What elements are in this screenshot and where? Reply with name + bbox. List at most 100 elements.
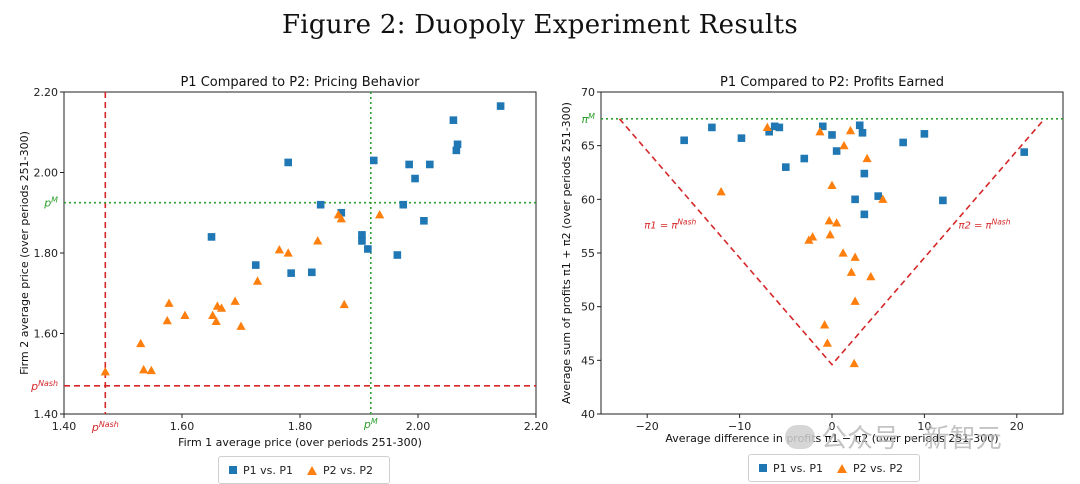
pricing-x-ticks: 1.40 1.60 1.80 2.00 2.20 bbox=[52, 414, 549, 433]
p2-triangle-marker bbox=[878, 194, 888, 203]
p2-triangle-marker bbox=[274, 244, 284, 254]
y-tick-label: 2.00 bbox=[34, 167, 59, 180]
p1-square-marker bbox=[287, 269, 295, 277]
p1-square-marker bbox=[453, 140, 462, 149]
p2-triangle-marker bbox=[862, 153, 872, 163]
p1-square-marker bbox=[855, 121, 864, 130]
profits-series-p2 bbox=[716, 122, 888, 368]
y-tick-label: 45 bbox=[581, 354, 595, 367]
x-tick-label: 2.20 bbox=[524, 420, 549, 433]
p1-square-marker bbox=[775, 123, 784, 132]
p2-triangle-marker bbox=[136, 338, 146, 348]
p2-triangle-marker bbox=[230, 296, 240, 305]
profits-y-axis-label: Average sum of profits π1 + π2 (over per… bbox=[560, 102, 573, 404]
pricing-x-axis-label: Firm 1 average price (over periods 251-3… bbox=[178, 436, 422, 449]
p1-square-marker bbox=[411, 174, 419, 183]
p2-triangle-marker bbox=[838, 248, 848, 257]
x-tick-label: 1.80 bbox=[288, 420, 313, 433]
p1-square-marker bbox=[899, 138, 907, 147]
p1-square-marker bbox=[308, 268, 316, 277]
nash-right-label: π2 = πNash bbox=[958, 217, 1010, 232]
p1-square-marker bbox=[369, 156, 378, 165]
y-tick-label: 60 bbox=[581, 193, 595, 206]
profits-x-ticks: −20 −10 0 10 20 bbox=[636, 414, 1024, 433]
legend-item-p2: P2 vs. P2 bbox=[837, 462, 903, 475]
p1-square-marker bbox=[858, 128, 867, 137]
legend-label-p2: P2 vs. P2 bbox=[853, 461, 903, 475]
x-tick-label: 1.40 bbox=[52, 420, 77, 433]
p1-square-marker bbox=[782, 163, 790, 171]
p2-triangle-marker bbox=[164, 298, 174, 307]
triangle-marker-icon bbox=[837, 463, 847, 473]
y-tick-label: 2.20 bbox=[34, 86, 59, 99]
p2-triangle-marker bbox=[100, 366, 110, 376]
pricing-legend: P1 vs. P1 P2 vs. P2 bbox=[218, 456, 390, 484]
p1-square-marker bbox=[832, 147, 841, 155]
nash-profit-boundary bbox=[618, 118, 1046, 366]
y-tick-label: 1.40 bbox=[34, 408, 59, 421]
wechat-icon bbox=[785, 424, 815, 449]
profits-y-ticks: 40 45 50 55 60 65 70 bbox=[581, 86, 601, 421]
p1-square-marker bbox=[1020, 148, 1028, 156]
square-marker-icon bbox=[229, 466, 237, 474]
p2-triangle-marker bbox=[716, 187, 726, 196]
y-tick-label: 65 bbox=[581, 140, 595, 153]
y-tick-label: 70 bbox=[581, 86, 595, 99]
x-tick-label: 20 bbox=[1010, 420, 1024, 433]
p2-triangle-marker bbox=[336, 213, 346, 223]
pricing-plot-frame bbox=[63, 91, 537, 415]
y-tick-label: 50 bbox=[581, 301, 595, 314]
p1-square-marker bbox=[452, 146, 461, 155]
triangle-marker-icon bbox=[307, 465, 317, 475]
p1-square-marker bbox=[708, 123, 716, 132]
p2-triangle-marker bbox=[846, 267, 857, 276]
p2-triangle-marker bbox=[162, 315, 172, 325]
p1-square-marker bbox=[284, 158, 292, 167]
x-tick-label: 2.00 bbox=[406, 420, 431, 433]
profits-series-p1 bbox=[680, 121, 1028, 219]
p1-square-marker bbox=[399, 200, 408, 209]
p1-square-marker bbox=[251, 261, 260, 269]
p2-triangle-marker bbox=[339, 299, 349, 309]
p2-triangle-marker bbox=[375, 209, 385, 219]
p2-triangle-marker bbox=[146, 365, 156, 375]
p2-triangle-marker bbox=[211, 316, 221, 326]
watermark-text: 公众号 · 新智元 bbox=[821, 424, 1002, 454]
p2-triangle-marker bbox=[866, 271, 876, 281]
p2-triangle-marker bbox=[850, 296, 860, 305]
p1-square-marker bbox=[874, 192, 882, 200]
x-tick-label: 10 bbox=[917, 420, 931, 433]
profits-legend: P1 vs. P1 P2 vs. P2 bbox=[748, 454, 920, 482]
p1-square-marker bbox=[364, 245, 372, 253]
p2-triangle-marker bbox=[815, 126, 825, 136]
p2-triangle-marker bbox=[845, 125, 856, 135]
p2-triangle-marker bbox=[236, 321, 246, 330]
y-tick-label: 1.60 bbox=[34, 328, 59, 341]
profits-reference-lines: πM π1 = πNash π2 = πNash bbox=[582, 111, 1063, 366]
pricing-y-ticks: 1.40 1.60 1.80 2.00 2.20 bbox=[34, 86, 64, 421]
p2-triangle-marker bbox=[849, 358, 859, 368]
p1-square-marker bbox=[316, 200, 325, 209]
p2-triangle-marker bbox=[822, 338, 832, 347]
p1-square-marker bbox=[393, 251, 402, 259]
legend-label-p2: P2 vs. P2 bbox=[323, 463, 373, 477]
p1-square-marker bbox=[358, 231, 366, 239]
p2-triangle-marker bbox=[180, 310, 190, 319]
pricing-series-p2 bbox=[100, 209, 385, 376]
nash-y-label: pNash bbox=[30, 378, 58, 393]
y-tick-label: 40 bbox=[581, 408, 595, 421]
p2-triangle-marker bbox=[216, 303, 227, 312]
p1-square-marker bbox=[358, 237, 366, 245]
legend-item-p2: P2 vs. P2 bbox=[307, 464, 373, 477]
p1-square-marker bbox=[420, 217, 428, 225]
p1-square-marker bbox=[337, 208, 346, 217]
p2-triangle-marker bbox=[762, 122, 772, 132]
p2-triangle-marker bbox=[825, 229, 835, 239]
p2-triangle-marker bbox=[283, 248, 293, 257]
p1-square-marker bbox=[828, 131, 836, 139]
p2-triangle-marker bbox=[807, 232, 818, 241]
legend-label-p1: P1 vs. P1 bbox=[773, 461, 823, 475]
nash-x-label: pNash bbox=[91, 420, 119, 435]
p1-square-marker bbox=[860, 210, 869, 219]
